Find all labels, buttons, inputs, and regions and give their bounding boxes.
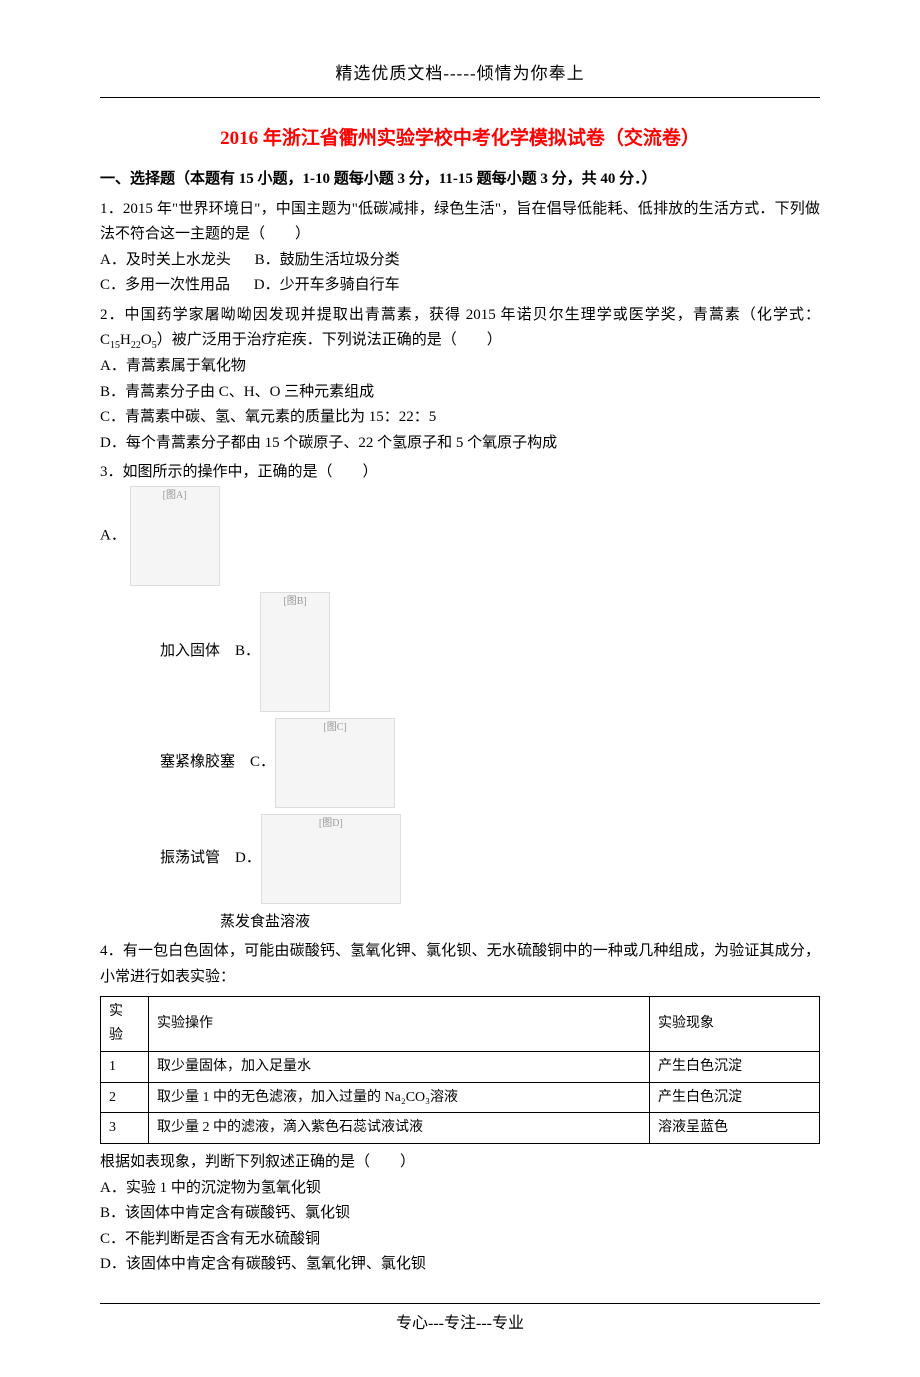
- q4-option-b: B．该固体中肯定含有碳酸钙、氯化钡: [100, 1201, 820, 1227]
- q3-label-a: A．: [100, 527, 126, 543]
- q4-text: 4．有一包白色固体，可能由碳酸钙、氢氧化钾、氯化钡、无水硫酸铜中的一种或几种组成…: [100, 939, 820, 990]
- table-cell: 产生白色沉淀: [650, 1082, 820, 1113]
- q4-option-d: D．该固体中肯定含有碳酸钙、氢氧化钾、氯化钡: [100, 1252, 820, 1278]
- q4-table: 实 验 实验操作 实验现象 1 取少量固体，加入足量水 产生白色沉淀 2 取少量…: [100, 996, 820, 1144]
- table-cell: 取少量固体，加入足量水: [149, 1051, 650, 1082]
- q2-option-c: C．青蒿素中碳、氢、氧元素的质量比为 15：22：5: [100, 405, 820, 431]
- q3-figure-a-image: [图A]: [130, 486, 220, 586]
- q1-option-c: C．多用一次性用品: [100, 273, 230, 299]
- table-cell: 取少量 1 中的无色滤液，加入过量的 Na₂CO₃溶液: [149, 1082, 650, 1113]
- q1-text: 1．2015 年"世界环境日"，中国主题为"低碳减排，绿色生活"，旨在倡导低能耗…: [100, 197, 820, 248]
- table-row: 1 取少量固体，加入足量水 产生白色沉淀: [101, 1051, 820, 1082]
- q1-option-d: D．少开车多骑自行车: [254, 273, 400, 299]
- q3-caption-d-row: 蒸发食盐溶液: [100, 910, 820, 936]
- q3-caption-c: 振荡试管: [160, 846, 220, 872]
- q4-option-c: C．不能判断是否含有无水硫酸铜: [100, 1227, 820, 1253]
- q3-figure-b-image: [图B]: [260, 592, 330, 712]
- table-cell: 取少量 2 中的滤液，滴入紫色石蕊试液试液: [149, 1113, 650, 1144]
- q3-figure-a-row: A． [图A]: [100, 486, 820, 586]
- question-3: 3．如图所示的操作中，正确的是（ ） A． [图A] 加入固体 B． [图B] …: [100, 460, 820, 935]
- q3-figure-d-row: 振荡试管 D． [图D]: [100, 814, 820, 904]
- q2-option-d: D．每个青蒿素分子都由 15 个碳原子、22 个氢原子和 5 个氧原子构成: [100, 431, 820, 457]
- header-divider: [100, 97, 820, 98]
- table-cell: 3: [101, 1113, 149, 1144]
- q3-figure-d-image: [图D]: [261, 814, 401, 904]
- q4-followup: 根据如表现象，判断下列叙述正确的是（ ）: [100, 1150, 820, 1176]
- page-footer: 专心---专注---专业: [100, 1310, 820, 1337]
- q1-option-b: B．鼓励生活垃圾分类: [255, 248, 400, 274]
- table-cell: 2: [101, 1082, 149, 1113]
- page-header: 精选优质文档-----倾情为你奉上: [100, 60, 820, 89]
- q2-sub-15: 15: [110, 340, 120, 351]
- q3-caption-a: 加入固体: [160, 639, 220, 665]
- q4-option-a: A．实验 1 中的沉淀物为氢氧化钡: [100, 1176, 820, 1202]
- q1-option-a: A．及时关上水龙头: [100, 248, 231, 274]
- section-1-header: 一、选择题（本题有 15 小题，1-10 题每小题 3 分，11-15 题每小题…: [100, 167, 820, 193]
- q3-text: 3．如图所示的操作中，正确的是（ ）: [100, 460, 820, 486]
- q3-label-c: C．: [250, 750, 275, 776]
- q2-text: 2．中国药学家屠呦呦因发现并提取出青蒿素，获得 2015 年诺贝尔生理学或医学奖…: [100, 303, 820, 355]
- table-row: 3 取少量 2 中的滤液，滴入紫色石蕊试液试液 溶液呈蓝色: [101, 1113, 820, 1144]
- table-cell: 1: [101, 1051, 149, 1082]
- question-1: 1．2015 年"世界环境日"，中国主题为"低碳减排，绿色生活"，旨在倡导低能耗…: [100, 197, 820, 299]
- q2-text-part3: O: [141, 332, 152, 348]
- q3-caption-b: 塞紧橡胶塞: [160, 750, 235, 776]
- q2-text-part4: ）被广泛用于治疗疟疾．下列说法正确的是（ ）: [157, 332, 502, 348]
- q2-option-b: B．青蒿素分子由 C、H、O 三种元素组成: [100, 380, 820, 406]
- q3-figure-c-image: [图C]: [275, 718, 395, 808]
- q2-text-part2: H: [120, 332, 131, 348]
- q3-caption-d: 蒸发食盐溶液: [220, 914, 310, 930]
- table-row: 2 取少量 1 中的无色滤液，加入过量的 Na₂CO₃溶液 产生白色沉淀: [101, 1082, 820, 1113]
- table-header-3: 实验现象: [650, 997, 820, 1052]
- table-cell: 溶液呈蓝色: [650, 1113, 820, 1144]
- table-row: 实 验 实验操作 实验现象: [101, 997, 820, 1052]
- table-cell: 产生白色沉淀: [650, 1051, 820, 1082]
- q3-label-b: B．: [235, 639, 260, 665]
- exam-title: 2016 年浙江省衢州实验学校中考化学模拟试卷（交流卷）: [100, 123, 820, 155]
- table-header-2: 实验操作: [149, 997, 650, 1052]
- footer-divider: [100, 1303, 820, 1304]
- q3-label-d: D．: [235, 846, 261, 872]
- question-2: 2．中国药学家屠呦呦因发现并提取出青蒿素，获得 2015 年诺贝尔生理学或医学奖…: [100, 303, 820, 457]
- q3-figure-b-row: 加入固体 B． [图B]: [100, 592, 820, 712]
- q3-figure-c-row: 塞紧橡胶塞 C． [图C]: [100, 718, 820, 808]
- table-header-1: 实 验: [101, 997, 149, 1052]
- q2-option-a: A．青蒿素属于氧化物: [100, 354, 820, 380]
- question-4: 4．有一包白色固体，可能由碳酸钙、氢氧化钾、氯化钡、无水硫酸铜中的一种或几种组成…: [100, 939, 820, 1277]
- q2-sub-22: 22: [131, 340, 141, 351]
